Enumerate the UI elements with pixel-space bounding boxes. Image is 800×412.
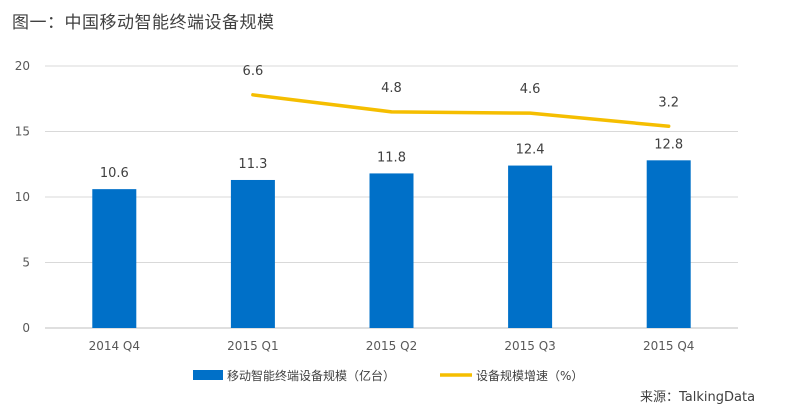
bar-data-label: 12.8: [654, 137, 683, 152]
line-data-label: 3.2: [658, 95, 679, 110]
bar-data-label: 10.6: [100, 166, 129, 181]
x-tick-label: 2015 Q4: [643, 339, 694, 353]
bar: [369, 173, 414, 328]
legend: 移动智能终端设备规模（亿台） 设备规模增速（%）: [193, 368, 583, 383]
x-axis-ticks: 2014 Q4 2015 Q1 2015 Q2 2015 Q3 2015 Q4: [89, 339, 695, 353]
line-data-label: 4.6: [520, 82, 541, 97]
legend-bar-label: 移动智能终端设备规模（亿台）: [227, 368, 395, 383]
y-tick-label: 20: [15, 59, 30, 73]
legend-bar-swatch: [193, 370, 223, 380]
bar-data-label: 11.3: [238, 157, 267, 172]
bar-data-label: 11.8: [377, 150, 406, 165]
bar: [230, 179, 275, 328]
bar-series: [92, 160, 691, 328]
line-data-label: 4.8: [381, 81, 402, 96]
bar-data-label: 12.4: [516, 143, 545, 158]
y-tick-label: 15: [15, 125, 30, 139]
line-data-label: 6.6: [243, 64, 264, 79]
line-data-labels: 6.6 4.8 4.6 3.2: [243, 64, 679, 110]
y-tick-label: 0: [22, 321, 30, 335]
bar-data-labels: 10.6 11.3 11.8 12.4 12.8: [100, 137, 683, 181]
bar: [92, 189, 137, 328]
x-tick-label: 2014 Q4: [89, 339, 140, 353]
legend-line-label: 设备规模增速（%）: [476, 368, 583, 383]
y-tick-label: 10: [15, 190, 30, 204]
y-tick-label: 5: [22, 256, 30, 270]
x-tick-label: 2015 Q2: [366, 339, 417, 353]
x-tick-label: 2015 Q1: [227, 339, 278, 353]
y-axis-ticks: 0 5 10 15 20: [15, 59, 30, 335]
bar: [646, 160, 691, 328]
x-tick-label: 2015 Q3: [504, 339, 555, 353]
chart-title: 图一：中国移动智能终端设备规模: [12, 13, 275, 33]
line-path: [251, 93, 671, 129]
source-note: 来源：TalkingData: [640, 390, 756, 405]
bar: [508, 165, 553, 328]
line-series: [251, 93, 671, 129]
